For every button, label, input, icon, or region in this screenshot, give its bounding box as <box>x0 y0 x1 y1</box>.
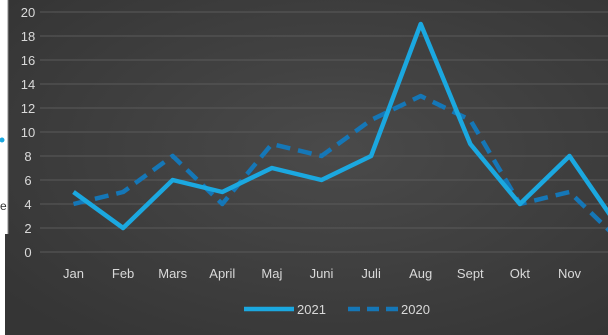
legend-label-2021: 2021 <box>297 302 326 317</box>
y-tick-label: 12 <box>21 101 35 116</box>
y-tick-label: 0 <box>24 245 31 260</box>
y-tick-label: 4 <box>24 197 31 212</box>
x-tick-label: Juli <box>361 266 381 281</box>
x-tick-label: Nov <box>558 266 582 281</box>
y-tick-label: 18 <box>21 29 35 44</box>
left-panel-fragment-text: e <box>0 199 7 213</box>
x-tick-label: Juni <box>310 266 334 281</box>
x-tick-label: Feb <box>112 266 134 281</box>
x-tick-label: Maj <box>261 266 282 281</box>
x-tick-label: Mars <box>158 266 187 281</box>
y-tick-label: 20 <box>21 5 35 20</box>
legend-label-2020: 2020 <box>401 302 430 317</box>
x-tick-label: Okt <box>510 266 531 281</box>
y-tick-label: 10 <box>21 125 35 140</box>
x-tick-label: Aug <box>409 266 432 281</box>
y-tick-label: 16 <box>21 53 35 68</box>
y-tick-label: 2 <box>24 221 31 236</box>
x-tick-label: Jan <box>63 266 84 281</box>
chart-background <box>5 0 608 335</box>
y-tick-label: 6 <box>24 173 31 188</box>
x-tick-label: Sept <box>457 266 484 281</box>
x-tick-label: April <box>209 266 235 281</box>
y-tick-label: 8 <box>24 149 31 164</box>
y-tick-label: 14 <box>21 77 35 92</box>
